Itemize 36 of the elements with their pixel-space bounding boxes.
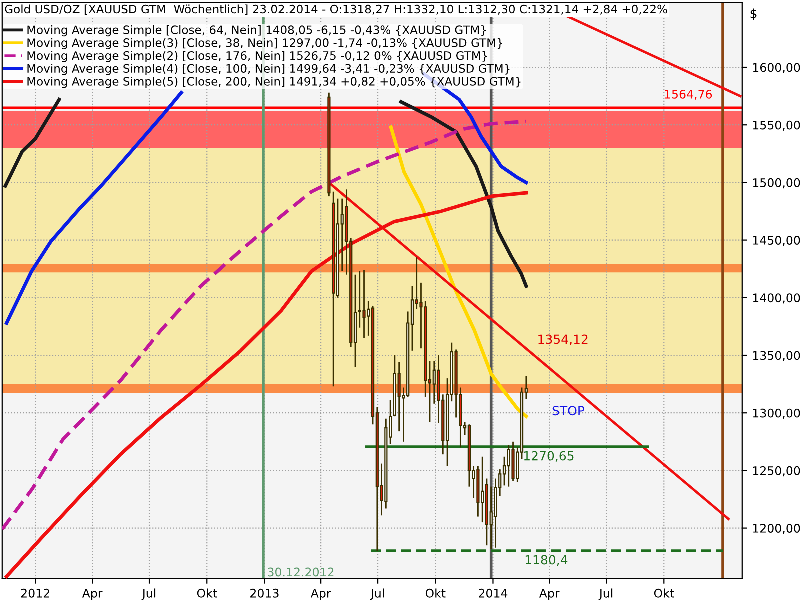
y-tick-label: 1550,00: [753, 120, 800, 131]
candlestick: [362, 270, 366, 339]
y-tick-label: 1600,00: [753, 63, 800, 74]
y-tick-label: 1350,00: [753, 351, 800, 362]
x-tick-label: 2014: [479, 588, 508, 598]
legend-label: Moving Average Simple(5) [Close, 200, Nein] 1491,34 +0,82 +0,05% {XAUUSD GTM}: [28, 77, 521, 88]
x-tick-label: 2012: [21, 588, 50, 598]
y-tick-label: 1300,00: [753, 408, 800, 419]
ref-line-label: 1564,76: [665, 90, 712, 100]
y-axis-title: $: [750, 8, 757, 20]
y-tick-label: 1400,00: [753, 294, 800, 304]
x-tick-label: Okt: [197, 588, 218, 598]
legend-label: Moving Average Simple(4) [Close, 100, Nein] 1499,64 -3,41 -0,23% {XAUUSD GTM}: [28, 64, 510, 76]
x-tick-label: Okt: [654, 588, 674, 598]
line-series: [389, 126, 528, 418]
x-tick-label: Apr: [82, 589, 103, 600]
x-tick-label: Apr: [310, 589, 332, 600]
y-tick-label: 1250,00: [753, 466, 800, 477]
y-tick-label: 1450,00: [753, 236, 800, 246]
y-tick-label: 1500,00: [753, 178, 800, 189]
annotation: 1354,12: [538, 334, 588, 346]
legend-label: Moving Average Simple(3) [Close, 38, Nein] 1297,00 -1,74 -0,13% {XAUUSD GTM}: [28, 38, 502, 50]
legend-label: Moving Average Simple(2) [Close, 176, Nein] 1526,75 -0,12 0% {XAUUSD GTM}: [28, 51, 488, 62]
legend-label: Moving Average Simple [Close, 64, Nein] 1408,05 -6,15 -0,43% {XAUUSD GTM}: [28, 25, 486, 37]
x-tick-label: Apr: [539, 589, 560, 600]
x-tick-label: Jul: [598, 588, 613, 600]
annotation: 1180,4: [526, 555, 568, 566]
x-tick-label: Okt: [426, 588, 446, 598]
annotation: STOP: [552, 406, 585, 416]
x-tick-label: 2013: [250, 588, 279, 598]
ref-line-label: 30.12.2012: [268, 568, 334, 577]
y-tick-label: 1200,00: [753, 524, 800, 534]
x-tick-label: Jul: [142, 588, 156, 600]
chart-title: Gold USD/OZ [XAUUSD GTM Wöchentlich] 23.02.2014 - O:1318,27 H:1332,10 L:1312,30 C:1321,14 +2,84 +0,22%: [5, 4, 668, 16]
annotation: 1270,65: [524, 451, 574, 462]
x-tick-label: Jul: [370, 588, 384, 600]
